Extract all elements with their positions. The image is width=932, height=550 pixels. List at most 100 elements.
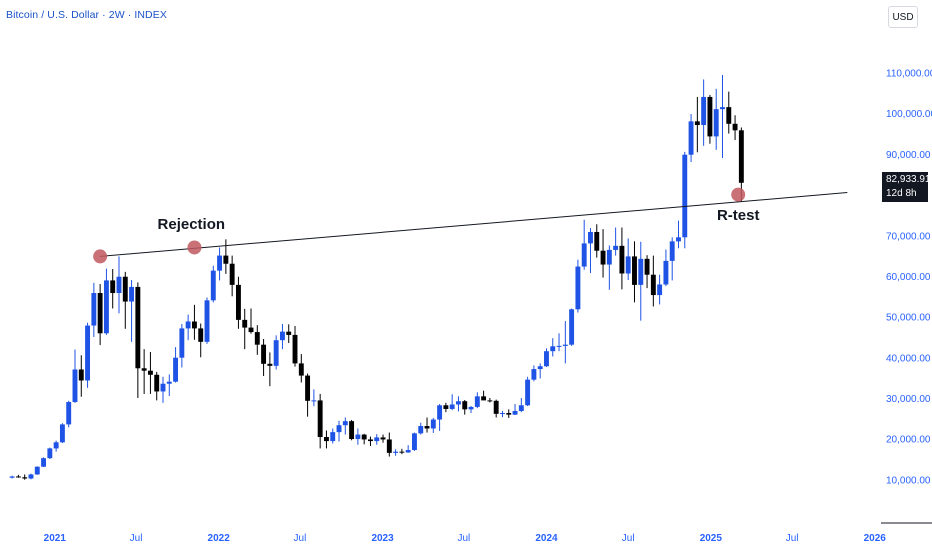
candle-body: [481, 396, 487, 401]
candle-body: [537, 366, 543, 370]
candle-body: [424, 426, 430, 429]
candle-body: [588, 232, 593, 244]
candle-body: [129, 286, 135, 302]
candle-body: [286, 331, 292, 335]
candle-body: [399, 451, 405, 453]
candle-body: [531, 369, 537, 380]
price-axis-tick-label: 10,000.00: [886, 475, 931, 486]
current-price-tag: 82,933.91 12d 8h: [882, 172, 931, 202]
candle-body: [638, 258, 644, 285]
price-axis-tick-label: 100,000.00: [886, 109, 932, 120]
candle-body: [581, 243, 587, 267]
candle-body: [632, 256, 637, 285]
candle-body: [688, 121, 694, 155]
candle-body: [305, 375, 311, 401]
candle-body: [141, 368, 147, 371]
candle-body: [78, 369, 84, 381]
candle-body: [462, 401, 468, 410]
candle-body: [449, 404, 455, 409]
candle-body: [619, 245, 625, 274]
candle-body: [279, 331, 285, 341]
candle-body: [682, 154, 688, 238]
candle-body: [330, 432, 336, 442]
candle-body: [210, 270, 216, 301]
candle-body: [191, 321, 197, 329]
candle-body: [217, 255, 223, 271]
time-axis-tick-label: Jul: [622, 533, 635, 544]
touch-point-marker: [93, 249, 108, 264]
candle-body: [355, 434, 361, 440]
candle-body: [418, 426, 424, 434]
candle-body: [694, 121, 700, 126]
candle-body: [235, 284, 241, 320]
currency-button[interactable]: USD: [888, 6, 918, 28]
candle-body: [9, 476, 15, 478]
candle-body: [468, 406, 474, 410]
price-axis-tick-label: 40,000.00: [886, 353, 931, 364]
candle-body: [493, 400, 499, 414]
candle-body: [273, 340, 279, 366]
candle-body: [267, 363, 273, 366]
candle-body: [380, 437, 386, 440]
annotations-layer: Rejection R-test: [158, 207, 760, 233]
candle-body: [135, 286, 141, 369]
candle-body: [323, 437, 329, 442]
price-axis-tick-label: 50,000.00: [886, 313, 931, 324]
candle-body: [606, 249, 612, 265]
candle-body: [474, 396, 480, 407]
candle-body: [292, 334, 298, 364]
bar-countdown-label: 12d 8h: [886, 188, 917, 199]
candle-body: [443, 405, 449, 409]
candle-body: [223, 255, 229, 264]
price-axis-tick-label: 110,000.00: [886, 69, 932, 80]
candle-body: [556, 345, 562, 347]
symbol-title: Bitcoin / U.S. Dollar · 2W · INDEX: [6, 9, 167, 21]
candle-body: [28, 474, 34, 479]
candle-body: [198, 328, 204, 342]
price-axis-tick-label: 70,000.00: [886, 231, 931, 242]
candle-body: [430, 419, 436, 429]
candle-body: [676, 237, 681, 242]
candle-body: [456, 401, 461, 405]
candle-body: [738, 130, 744, 183]
candles-layer: [9, 74, 744, 480]
candle-body: [41, 458, 47, 467]
candle-body: [147, 370, 153, 375]
candle-body: [657, 284, 663, 296]
candle-body: [569, 309, 575, 345]
candle-body: [487, 400, 493, 402]
candle-body: [544, 351, 549, 367]
candle-body: [386, 439, 392, 453]
candle-body: [85, 325, 91, 381]
candle-body: [412, 433, 417, 451]
candle-body: [66, 402, 72, 425]
candle-body: [254, 332, 260, 345]
candle-body: [261, 344, 267, 364]
current-price-label: 82,933.91: [886, 174, 931, 185]
candle-body: [122, 276, 128, 302]
candle-body: [361, 434, 367, 440]
candle-body: [518, 405, 524, 411]
time-axis[interactable]: 2021 Jul 2022 Jul 2023 Jul 2024 Jul 2025 Jul 2026: [44, 533, 887, 544]
touch-point-marker: [187, 240, 202, 255]
candle-body: [437, 405, 443, 420]
candle-body: [311, 400, 317, 402]
candle-body: [242, 319, 248, 328]
candle-body: [650, 274, 656, 296]
candle-body: [550, 346, 556, 352]
candle-body: [707, 96, 713, 137]
candle-body: [713, 109, 719, 137]
time-axis-tick-label: 2023: [371, 533, 394, 544]
candle-body: [154, 374, 160, 392]
time-axis-tick-label: 2025: [700, 533, 723, 544]
candle-body: [204, 300, 210, 342]
candle-body: [59, 424, 65, 443]
candle-body: [720, 107, 725, 110]
candle-body: [625, 256, 631, 274]
candle-body: [405, 450, 411, 453]
candle-body: [34, 466, 40, 475]
time-axis-tick-label: 2024: [535, 533, 558, 544]
candle-body: [613, 245, 619, 250]
price-axis[interactable]: 110,000.00 100,000.00 90,000.00 70,000.00 60…: [886, 69, 932, 487]
